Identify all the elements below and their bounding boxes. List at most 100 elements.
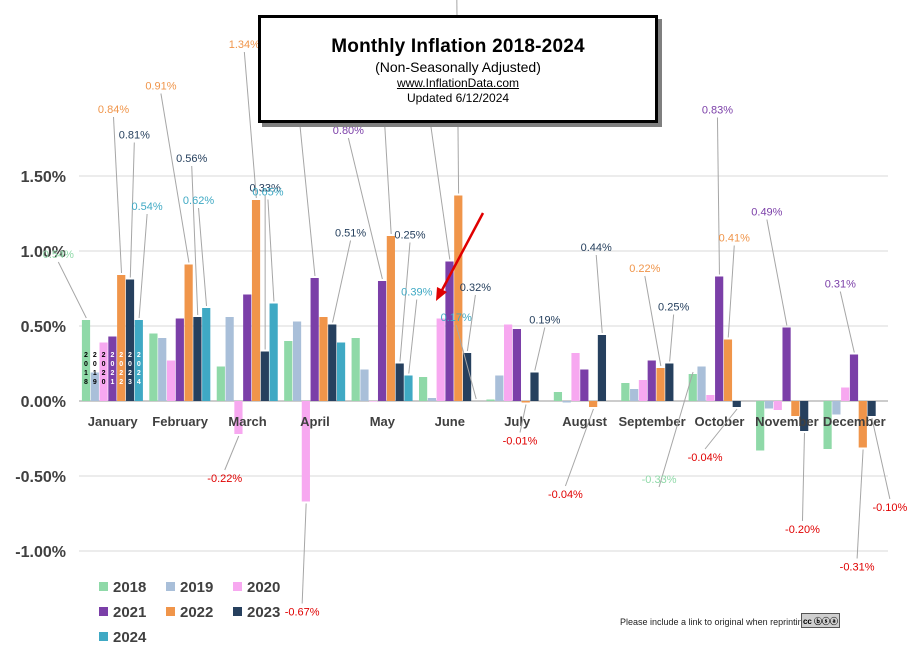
data-label: 0.17% (441, 312, 472, 324)
bar (336, 342, 346, 401)
bar (638, 380, 648, 401)
bar (404, 375, 413, 401)
data-label: 0.83% (702, 105, 733, 117)
data-label: -0.10% (872, 502, 907, 514)
bar (589, 401, 598, 407)
january-year-digit: 0 (102, 361, 106, 368)
bar (243, 294, 252, 401)
january-year-digit: 1 (110, 379, 114, 386)
leader-line (669, 314, 675, 362)
bar (90, 372, 99, 401)
legend-swatch (99, 607, 108, 616)
leader-line (658, 371, 694, 488)
legend-label: 2020 (247, 579, 280, 596)
x-tick-label: August (562, 414, 607, 429)
data-label: 0.65% (252, 187, 283, 199)
data-label: -0.22% (207, 473, 242, 485)
red-arrow-shaft (439, 212, 485, 293)
data-label: 0.51% (335, 228, 366, 240)
leader-line (347, 137, 383, 280)
data-label: 0.39% (401, 287, 432, 299)
bar (562, 401, 571, 403)
leader-line (839, 291, 855, 353)
january-year-digit: 2 (110, 352, 114, 359)
bar (251, 200, 261, 401)
bar (630, 389, 639, 401)
january-year-digit: 4 (137, 379, 141, 386)
y-tick-label: 1.00% (21, 244, 66, 261)
january-year-digit: 8 (84, 379, 88, 386)
bar (553, 392, 563, 401)
legend-swatch (99, 582, 108, 591)
data-label: -0.20% (785, 524, 820, 536)
data-label: -0.04% (548, 489, 583, 501)
bar (841, 387, 850, 401)
bar (216, 366, 225, 401)
bar (732, 401, 741, 407)
leader-line (57, 261, 87, 319)
bar (445, 261, 454, 401)
bar (260, 351, 269, 401)
leader-line (191, 165, 199, 316)
bar (418, 377, 428, 401)
x-tick-label: March (228, 414, 266, 429)
x-tick-label: October (695, 414, 745, 429)
bar (647, 360, 656, 401)
bar (858, 401, 867, 448)
bar (369, 401, 378, 402)
y-tick-label: -0.50% (15, 469, 66, 486)
leader-line (519, 404, 527, 433)
january-year-digit: 0 (102, 379, 106, 386)
chart-title-box: Monthly Inflation 2018-2024 (Non-Seasona… (258, 15, 658, 123)
bar (319, 317, 328, 401)
bar (756, 401, 765, 451)
red-arrow-head (436, 287, 447, 301)
january-year-digit: 2 (119, 352, 123, 359)
january-year-digit: 9 (93, 379, 97, 386)
bar (284, 341, 293, 401)
data-label: -0.67% (285, 607, 320, 619)
bar (504, 324, 513, 401)
legend-label: 2021 (113, 604, 146, 621)
leader-line (267, 199, 275, 302)
bar (764, 401, 774, 409)
leader-line (801, 432, 805, 522)
bar (234, 401, 243, 434)
bar (269, 303, 278, 401)
data-label: -0.01% (503, 436, 538, 448)
january-year-digit: 0 (137, 361, 141, 368)
creative-commons-badge[interactable]: cc ⓑⓢⓐ (801, 613, 840, 628)
january-year-digit: 2 (119, 379, 123, 386)
bar (225, 317, 234, 401)
bar (867, 401, 876, 416)
january-year-digit: 2 (102, 352, 106, 359)
january-year-digit: 1 (93, 370, 97, 377)
bar (81, 320, 91, 401)
leader-line (704, 408, 738, 450)
data-label: 0.22% (629, 263, 660, 275)
data-label: 0.91% (145, 81, 176, 93)
bar (849, 354, 859, 401)
leader-line (534, 327, 546, 371)
bar (351, 338, 360, 401)
january-year-digit: 2 (137, 370, 141, 377)
bar (436, 318, 445, 401)
bar (530, 372, 539, 401)
leader-line (595, 254, 603, 334)
leader-line (466, 294, 476, 352)
january-year-digit: 2 (110, 370, 114, 377)
bar (715, 276, 724, 401)
x-tick-label: November (755, 414, 819, 429)
website-link[interactable]: www.InflationData.com (396, 76, 520, 90)
bar (149, 333, 158, 401)
data-label: 0.44% (581, 242, 612, 254)
leader-line (455, 324, 477, 400)
bar (184, 264, 193, 401)
january-year-digit: 2 (137, 352, 141, 359)
x-tick-label: January (88, 414, 139, 429)
leader-line (198, 207, 208, 307)
bar (823, 401, 832, 449)
leader-line (427, 104, 451, 260)
